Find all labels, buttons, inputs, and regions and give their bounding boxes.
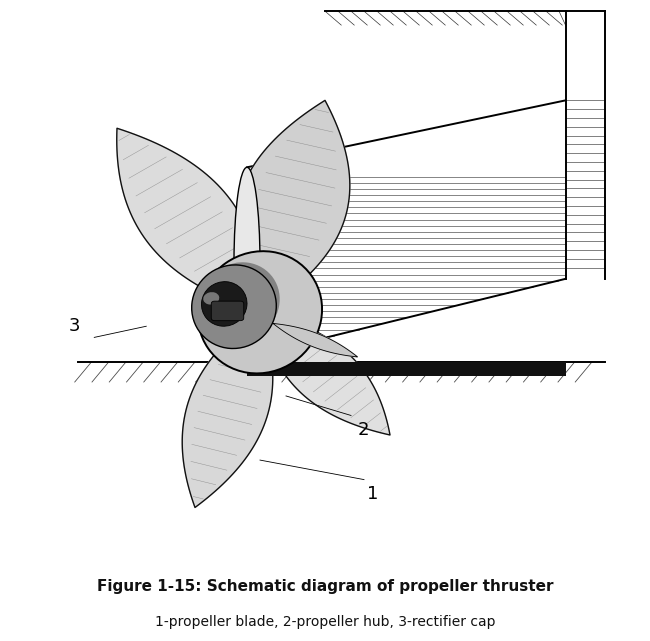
Ellipse shape (192, 265, 276, 349)
FancyBboxPatch shape (211, 301, 244, 320)
Ellipse shape (202, 262, 280, 340)
Ellipse shape (203, 292, 219, 304)
Ellipse shape (202, 281, 247, 326)
Ellipse shape (198, 251, 322, 374)
Polygon shape (235, 101, 350, 312)
Polygon shape (273, 324, 358, 357)
Text: 1-propeller blade, 2-propeller hub, 3-rectifier cap: 1-propeller blade, 2-propeller hub, 3-re… (155, 615, 495, 629)
Text: Figure 1-15: Schematic diagram of propeller thruster: Figure 1-15: Schematic diagram of propel… (97, 579, 553, 594)
Polygon shape (117, 128, 260, 312)
Polygon shape (182, 312, 273, 508)
Bar (247, 363, 566, 376)
Polygon shape (260, 312, 390, 435)
Text: 2: 2 (358, 421, 369, 439)
Ellipse shape (234, 167, 260, 357)
Text: 1: 1 (367, 485, 379, 503)
Text: 3: 3 (69, 317, 81, 335)
